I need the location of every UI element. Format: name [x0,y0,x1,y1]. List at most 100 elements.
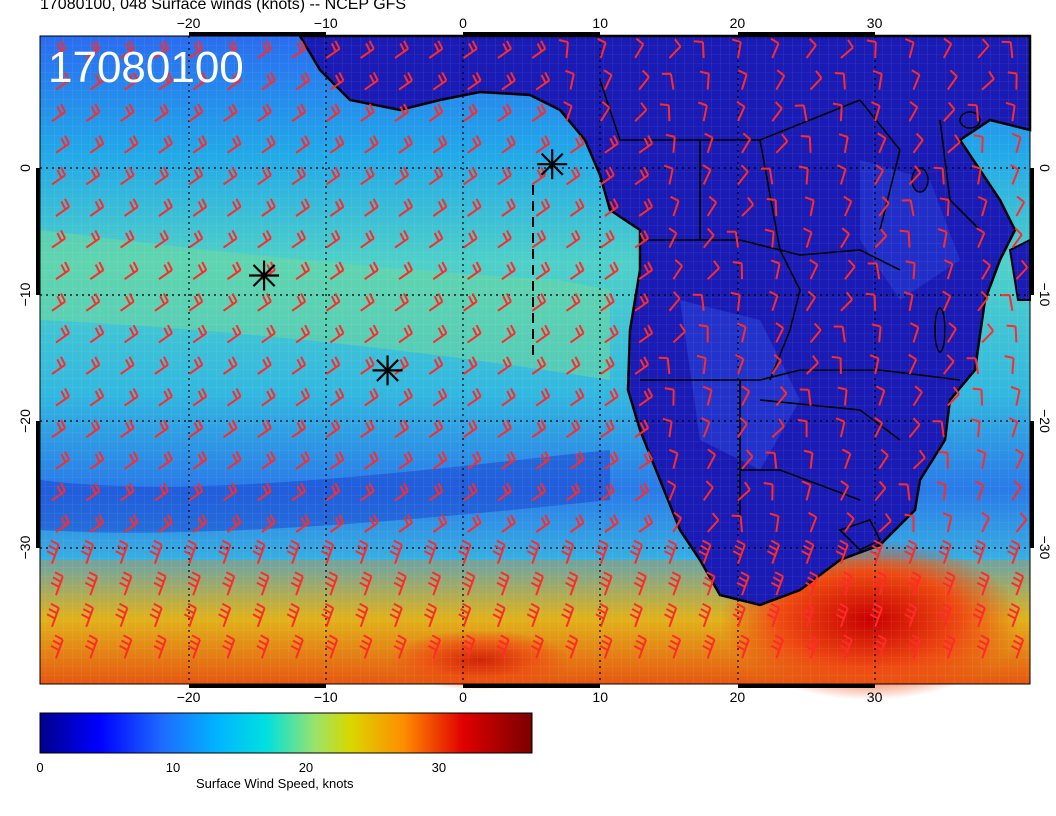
wind-barb [667,480,677,501]
wind-barb [1008,417,1019,438]
wind-barb [905,260,916,280]
wind-barb [1011,227,1023,249]
wind-barb [398,261,413,281]
wind-barb [634,356,650,375]
lon-tick-label-top: −20 [177,15,201,31]
wind-barb [531,482,547,502]
wind-barb [801,539,815,564]
wind-barb [565,634,579,659]
wind-barb [183,539,197,564]
wind-barb [120,293,135,312]
wind-barb [569,261,585,281]
wind-barb [261,198,276,217]
wind-barb [463,103,478,123]
wind-barb [188,356,204,375]
wind-barb [943,354,955,375]
wind-barb [1015,195,1026,217]
wind-barb [672,259,683,280]
wind-barb [501,198,516,217]
wind-barb [839,571,853,596]
wind-barb [360,103,375,123]
wind-barb [432,135,448,154]
lon-tick-label-bottom: 0 [459,689,467,705]
wind-barb [1015,512,1028,533]
wind-barb [256,634,270,659]
lon-tick-label-bottom: −10 [314,689,338,705]
wind-barb [252,602,266,628]
wind-barb [492,602,506,628]
wind-barb [51,103,66,123]
wind-barb [638,514,654,533]
wind-barb [565,166,581,186]
wind-barb [187,571,201,596]
wind-barb [124,387,139,407]
wind-barb [51,419,66,439]
wind-barb [869,539,883,564]
wind-barb [222,356,238,375]
wind-barb [531,419,547,439]
wind-barb [257,166,272,186]
wind-barb [51,229,66,249]
wind-barb [89,261,105,281]
wind-barb [869,354,880,375]
wind-barb [329,71,345,91]
wind-barb [398,514,413,533]
wind-barb [154,482,169,502]
storm-markers [249,149,568,386]
wind-barb [188,40,204,59]
wind-barb [432,451,448,470]
wind-barb [702,385,713,406]
wind-barb [661,72,675,90]
wind-barb [261,71,276,91]
wind-barb [222,166,238,186]
wind-barb [904,602,918,628]
wind-barb [741,449,754,470]
wind-barb [501,514,516,533]
colorbar [39,712,533,754]
wind-barb [286,602,300,628]
wind-barb [496,571,510,596]
wind-barb [939,197,950,217]
wind-barb [364,514,379,533]
wind-barb [1011,480,1022,501]
wind-barb [85,229,101,249]
wind-barb [467,514,482,533]
wind-barb [188,103,204,123]
wind-barb [663,164,674,185]
wind-barb [124,135,139,154]
wind-barb [192,135,208,154]
wind-barb [462,634,476,659]
wind-barb [355,602,369,628]
colorbar-tick-label: 20 [299,760,313,775]
wind-barb [222,40,238,59]
wind-barb [839,634,853,659]
wind-barb [120,419,135,439]
wind-barb [809,322,822,344]
timestamp-label: 17080100 [48,43,244,92]
wind-barb [981,70,995,91]
wind-barb [222,293,238,312]
wind-barb [808,511,818,533]
wind-barb [803,227,813,248]
wind-barb [291,356,307,375]
wind-barb [1010,385,1021,406]
wind-barb [1011,132,1022,154]
wind-barb [1001,40,1014,59]
wind-barb [600,293,615,312]
wind-barb [85,103,101,123]
wind-barb [903,291,914,311]
wind-barb [967,103,980,122]
wind-barb [565,229,581,249]
wind-barb [158,198,173,217]
wind-barb [535,71,551,91]
wind-barb [908,634,922,659]
wind-barb [638,198,654,217]
wind-barb [463,419,478,439]
wind-barb [355,539,369,564]
wind-barb [706,195,718,217]
wind-barb [638,261,654,281]
wind-barb [946,322,957,343]
wind-barb [46,602,60,628]
wind-barb [84,571,99,596]
